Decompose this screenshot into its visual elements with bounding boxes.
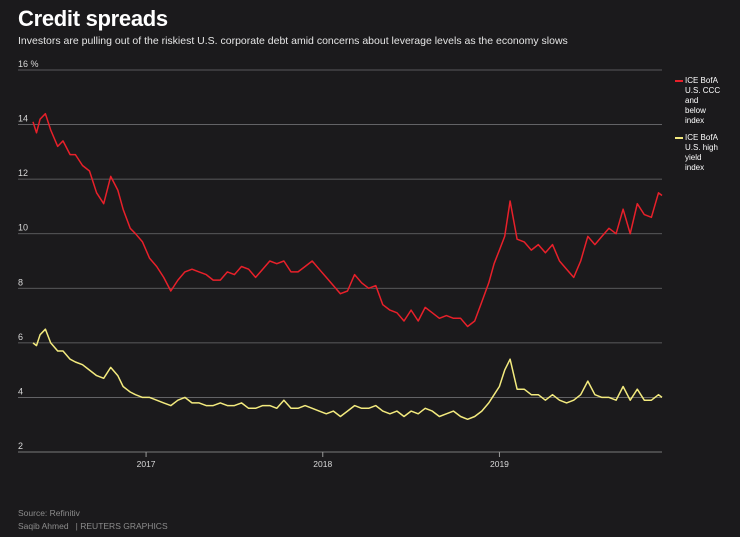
legend-label-hy-line4: index: [685, 163, 705, 172]
series-line-ccc: [32, 112, 663, 328]
y-tick-label-8: 8: [18, 277, 23, 287]
y-tick-label-2: 2: [18, 441, 23, 451]
chart-title: Credit spreads: [18, 6, 168, 31]
y-tick-label-10: 10: [18, 223, 28, 233]
x-tick-label-2019: 2019: [490, 459, 509, 469]
credit-line: Saqib Ahmed | REUTERS GRAPHICS: [18, 521, 168, 531]
legend-label-ccc-line1: ICE BofA: [685, 76, 718, 85]
series-lines: [32, 112, 663, 421]
series-line-high-yield: [32, 328, 663, 421]
legend-label-ccc-line5: index: [685, 116, 705, 125]
x-axis-ticks: 2017 2018 2019: [137, 452, 509, 469]
legend-label-hy-line1: ICE BofA: [685, 133, 718, 142]
source-note: Source: Refinitiv: [18, 508, 80, 518]
legend-item-high-yield: ICE BofA U.S. high yield index: [675, 133, 735, 173]
y-tick-label-14: 14: [18, 114, 28, 124]
y-tick-label-6: 6: [18, 332, 23, 342]
legend-label-ccc-line2: U.S. CCC: [685, 86, 721, 95]
chart-subtitle: Investors are pulling out of the riskies…: [18, 35, 568, 47]
brand-credit: | REUTERS GRAPHICS: [75, 521, 168, 531]
legend-swatch-ccc: [675, 80, 683, 82]
x-tick-label-2017: 2017: [137, 459, 156, 469]
y-tick-label-16: 16 %: [18, 59, 39, 69]
gridlines: [18, 69, 662, 453]
legend-label-ccc-line3: and: [685, 96, 699, 105]
legend-swatch-high-yield: [675, 137, 683, 139]
y-tick-label-12: 12: [18, 168, 28, 178]
y-axis-labels: 16 % 14 12 10 8 6 4 2: [18, 59, 39, 451]
author-credit: Saqib Ahmed: [18, 521, 69, 531]
legend-label-ccc-line4: below: [685, 106, 706, 115]
legend-label-hy-line3: yield: [685, 153, 702, 162]
y-tick-label-4: 4: [18, 386, 23, 396]
x-tick-label-2018: 2018: [313, 459, 332, 469]
legend-item-ccc: ICE BofA U.S. CCC and below index: [675, 76, 735, 126]
legend-label-hy-line2: U.S. high: [685, 143, 718, 152]
